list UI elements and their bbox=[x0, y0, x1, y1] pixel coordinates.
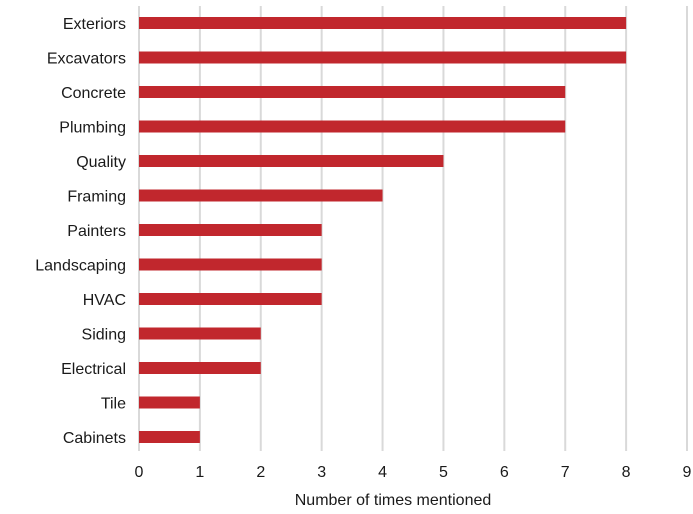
bar-hvac bbox=[139, 293, 322, 305]
x-tick-label-9: 9 bbox=[683, 464, 692, 481]
category-label-painters: Painters bbox=[67, 223, 126, 240]
category-label-siding: Siding bbox=[82, 327, 126, 344]
category-label-quality: Quality bbox=[76, 154, 126, 171]
category-label-plumbing: Plumbing bbox=[59, 120, 126, 137]
category-labels: Exteriors Excavators Concrete Plumbing Quali… bbox=[35, 16, 126, 447]
category-label-tile: Tile bbox=[101, 396, 126, 413]
x-tick-label-8: 8 bbox=[622, 464, 631, 481]
grid-lines bbox=[138, 6, 688, 451]
bars bbox=[139, 17, 627, 443]
bar-electrical bbox=[139, 362, 261, 374]
category-label-framing: Framing bbox=[67, 189, 126, 206]
bar-plumbing bbox=[139, 120, 566, 133]
bar-tile bbox=[139, 396, 200, 409]
category-label-cabinets: Cabinets bbox=[63, 430, 126, 447]
x-tick-labels: 0 1 2 3 4 5 6 7 8 9 bbox=[135, 464, 692, 481]
category-label-concrete: Concrete bbox=[61, 85, 126, 102]
x-tick-label-2: 2 bbox=[256, 464, 265, 481]
x-tick-label-7: 7 bbox=[561, 464, 570, 481]
bar-cabinets bbox=[139, 431, 200, 443]
bar-quality bbox=[139, 155, 444, 167]
x-tick-label-6: 6 bbox=[500, 464, 509, 481]
bar-painters bbox=[139, 224, 322, 236]
x-tick-label-0: 0 bbox=[135, 464, 144, 481]
x-tick-label-3: 3 bbox=[317, 464, 326, 481]
category-label-exteriors: Exteriors bbox=[63, 16, 126, 33]
x-axis-title: Number of times mentioned bbox=[295, 492, 492, 509]
bar-landscaping bbox=[139, 258, 322, 271]
x-tick-label-5: 5 bbox=[439, 464, 448, 481]
category-label-electrical: Electrical bbox=[61, 361, 126, 378]
category-label-landscaping: Landscaping bbox=[35, 258, 126, 275]
bar-excavators bbox=[139, 51, 627, 64]
x-tick-label-4: 4 bbox=[378, 464, 387, 481]
bar-siding bbox=[139, 327, 261, 340]
x-tick-label-1: 1 bbox=[195, 464, 204, 481]
bar-framing bbox=[139, 189, 383, 202]
bar-concrete bbox=[139, 86, 566, 98]
category-label-excavators: Excavators bbox=[47, 51, 126, 68]
category-label-hvac: HVAC bbox=[83, 292, 126, 309]
bar-exteriors bbox=[139, 17, 627, 29]
